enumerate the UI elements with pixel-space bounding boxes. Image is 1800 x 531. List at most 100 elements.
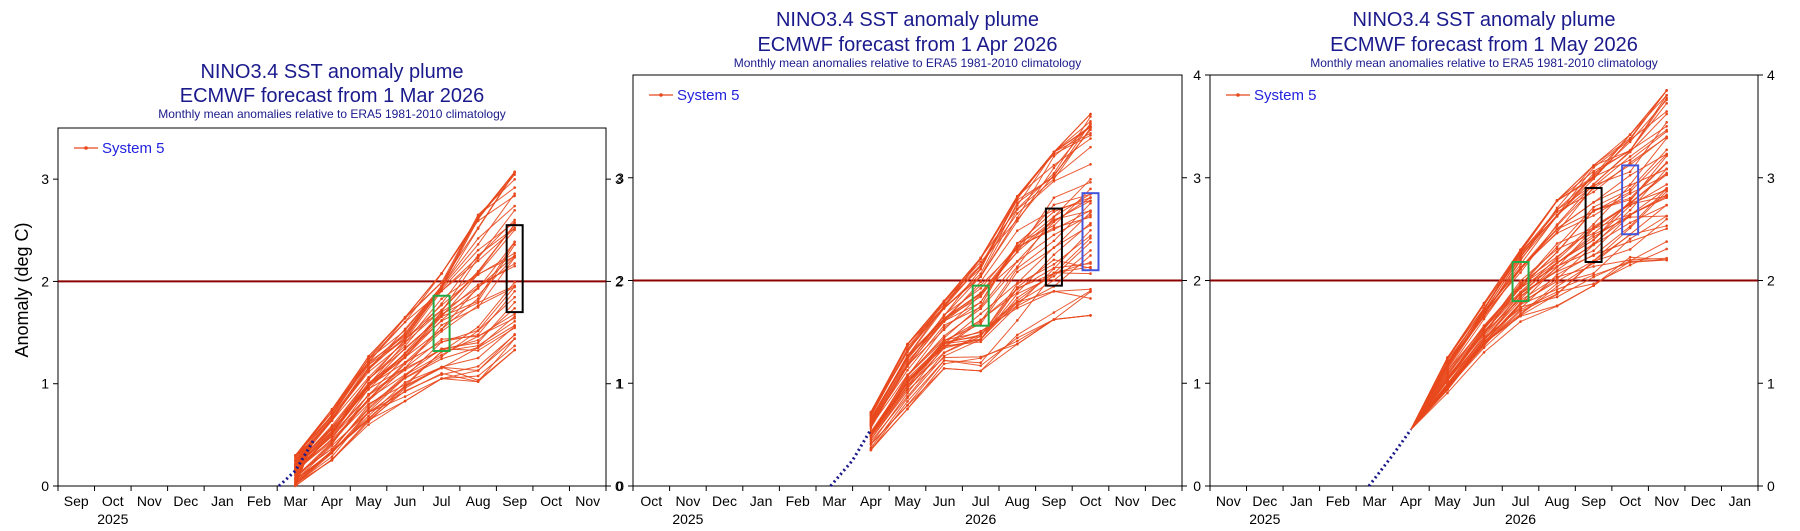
x-tick-label: Sep <box>502 493 527 509</box>
member-point <box>1482 311 1486 315</box>
member-point <box>403 376 407 380</box>
member-point <box>1665 203 1668 207</box>
member-point <box>1628 196 1632 200</box>
member-point <box>513 348 516 352</box>
member-point <box>1089 112 1092 116</box>
x-tick-label: Feb <box>786 493 810 509</box>
member-point <box>440 303 443 307</box>
member-point <box>1482 351 1486 354</box>
member-point <box>476 338 480 342</box>
member-point <box>942 351 946 355</box>
member-point <box>1089 228 1092 232</box>
member-point <box>403 356 407 360</box>
member-point <box>1555 304 1559 307</box>
year-label: 2025 <box>672 511 703 527</box>
member-line <box>870 193 1091 430</box>
member-point <box>403 361 407 364</box>
member-line <box>1410 204 1668 430</box>
member-point <box>330 458 334 461</box>
x-tick-label: Dec <box>712 493 737 509</box>
member-point <box>1446 386 1449 390</box>
member-line <box>1410 188 1668 430</box>
member-point <box>440 310 443 314</box>
member-point <box>1592 284 1595 287</box>
member-point <box>513 326 516 330</box>
member-line <box>1410 174 1667 430</box>
legend-label: System 5 <box>677 87 740 104</box>
member-point <box>1592 177 1595 181</box>
member-point <box>476 286 480 289</box>
member-point <box>440 377 443 380</box>
member-point <box>1665 173 1668 177</box>
member-point <box>513 344 516 348</box>
member-point <box>906 407 909 411</box>
member-point <box>1052 152 1056 156</box>
member-point <box>1089 266 1092 270</box>
member-point <box>476 213 480 217</box>
member-point <box>1089 254 1092 257</box>
member-point <box>1592 273 1595 277</box>
member-point <box>979 340 982 344</box>
member-point <box>1482 336 1486 339</box>
member-point <box>906 384 909 388</box>
x-tick-label: Mar <box>283 493 307 509</box>
member-point <box>330 407 334 411</box>
member-point <box>1592 164 1595 167</box>
x-tick-label: Aug <box>466 493 491 509</box>
member-point <box>1555 199 1559 202</box>
member-line <box>295 254 516 468</box>
member-point <box>1052 150 1056 154</box>
member-point <box>1519 279 1522 282</box>
member-point <box>1016 212 1019 215</box>
member-point <box>330 447 334 451</box>
member-point <box>513 208 516 212</box>
member-point <box>476 269 480 273</box>
member-point <box>1052 262 1056 266</box>
y-tick-label: 2 <box>41 273 49 289</box>
member-point <box>294 482 297 486</box>
member-point <box>1089 213 1092 217</box>
member-point <box>403 387 407 390</box>
member-point <box>1628 204 1632 207</box>
member-point <box>476 255 480 259</box>
member-point <box>942 306 946 309</box>
y-tick-label: 0 <box>616 478 624 494</box>
member-point <box>367 417 370 420</box>
member-point <box>1592 243 1595 247</box>
x-tick-label: Jul <box>433 493 451 509</box>
member-point <box>513 243 516 246</box>
x-tick-label: Nov <box>1654 493 1679 509</box>
member-point <box>1016 319 1019 322</box>
member-point <box>1628 263 1632 267</box>
member-point <box>1089 137 1092 140</box>
member-line <box>870 314 1091 441</box>
plot-frame <box>57 127 607 487</box>
member-point <box>513 314 516 318</box>
member-point <box>1628 158 1632 162</box>
member-point <box>1628 140 1632 144</box>
member-point <box>1519 263 1522 266</box>
member-point <box>979 361 982 365</box>
x-tick-label: Apr <box>860 493 882 509</box>
year-label: 2026 <box>965 511 996 527</box>
legend-marker <box>84 146 88 150</box>
chart-title-date: ECMWF forecast from 1 Mar 2026 <box>180 85 485 107</box>
member-point <box>1555 282 1559 285</box>
member-line <box>295 290 516 467</box>
member-line <box>295 313 515 476</box>
member-point <box>330 414 334 418</box>
member-point <box>476 349 480 352</box>
member-point <box>979 320 982 324</box>
member-point <box>367 366 370 369</box>
member-point <box>1016 336 1019 340</box>
member-point <box>1628 150 1632 154</box>
member-point <box>1592 272 1595 275</box>
member-point <box>1089 122 1092 126</box>
member-point <box>1089 196 1092 199</box>
member-point <box>1446 391 1449 395</box>
member-point <box>906 357 909 361</box>
y-tick-label-right: 4 <box>1767 67 1775 83</box>
x-tick-label: Oct <box>1619 493 1641 509</box>
